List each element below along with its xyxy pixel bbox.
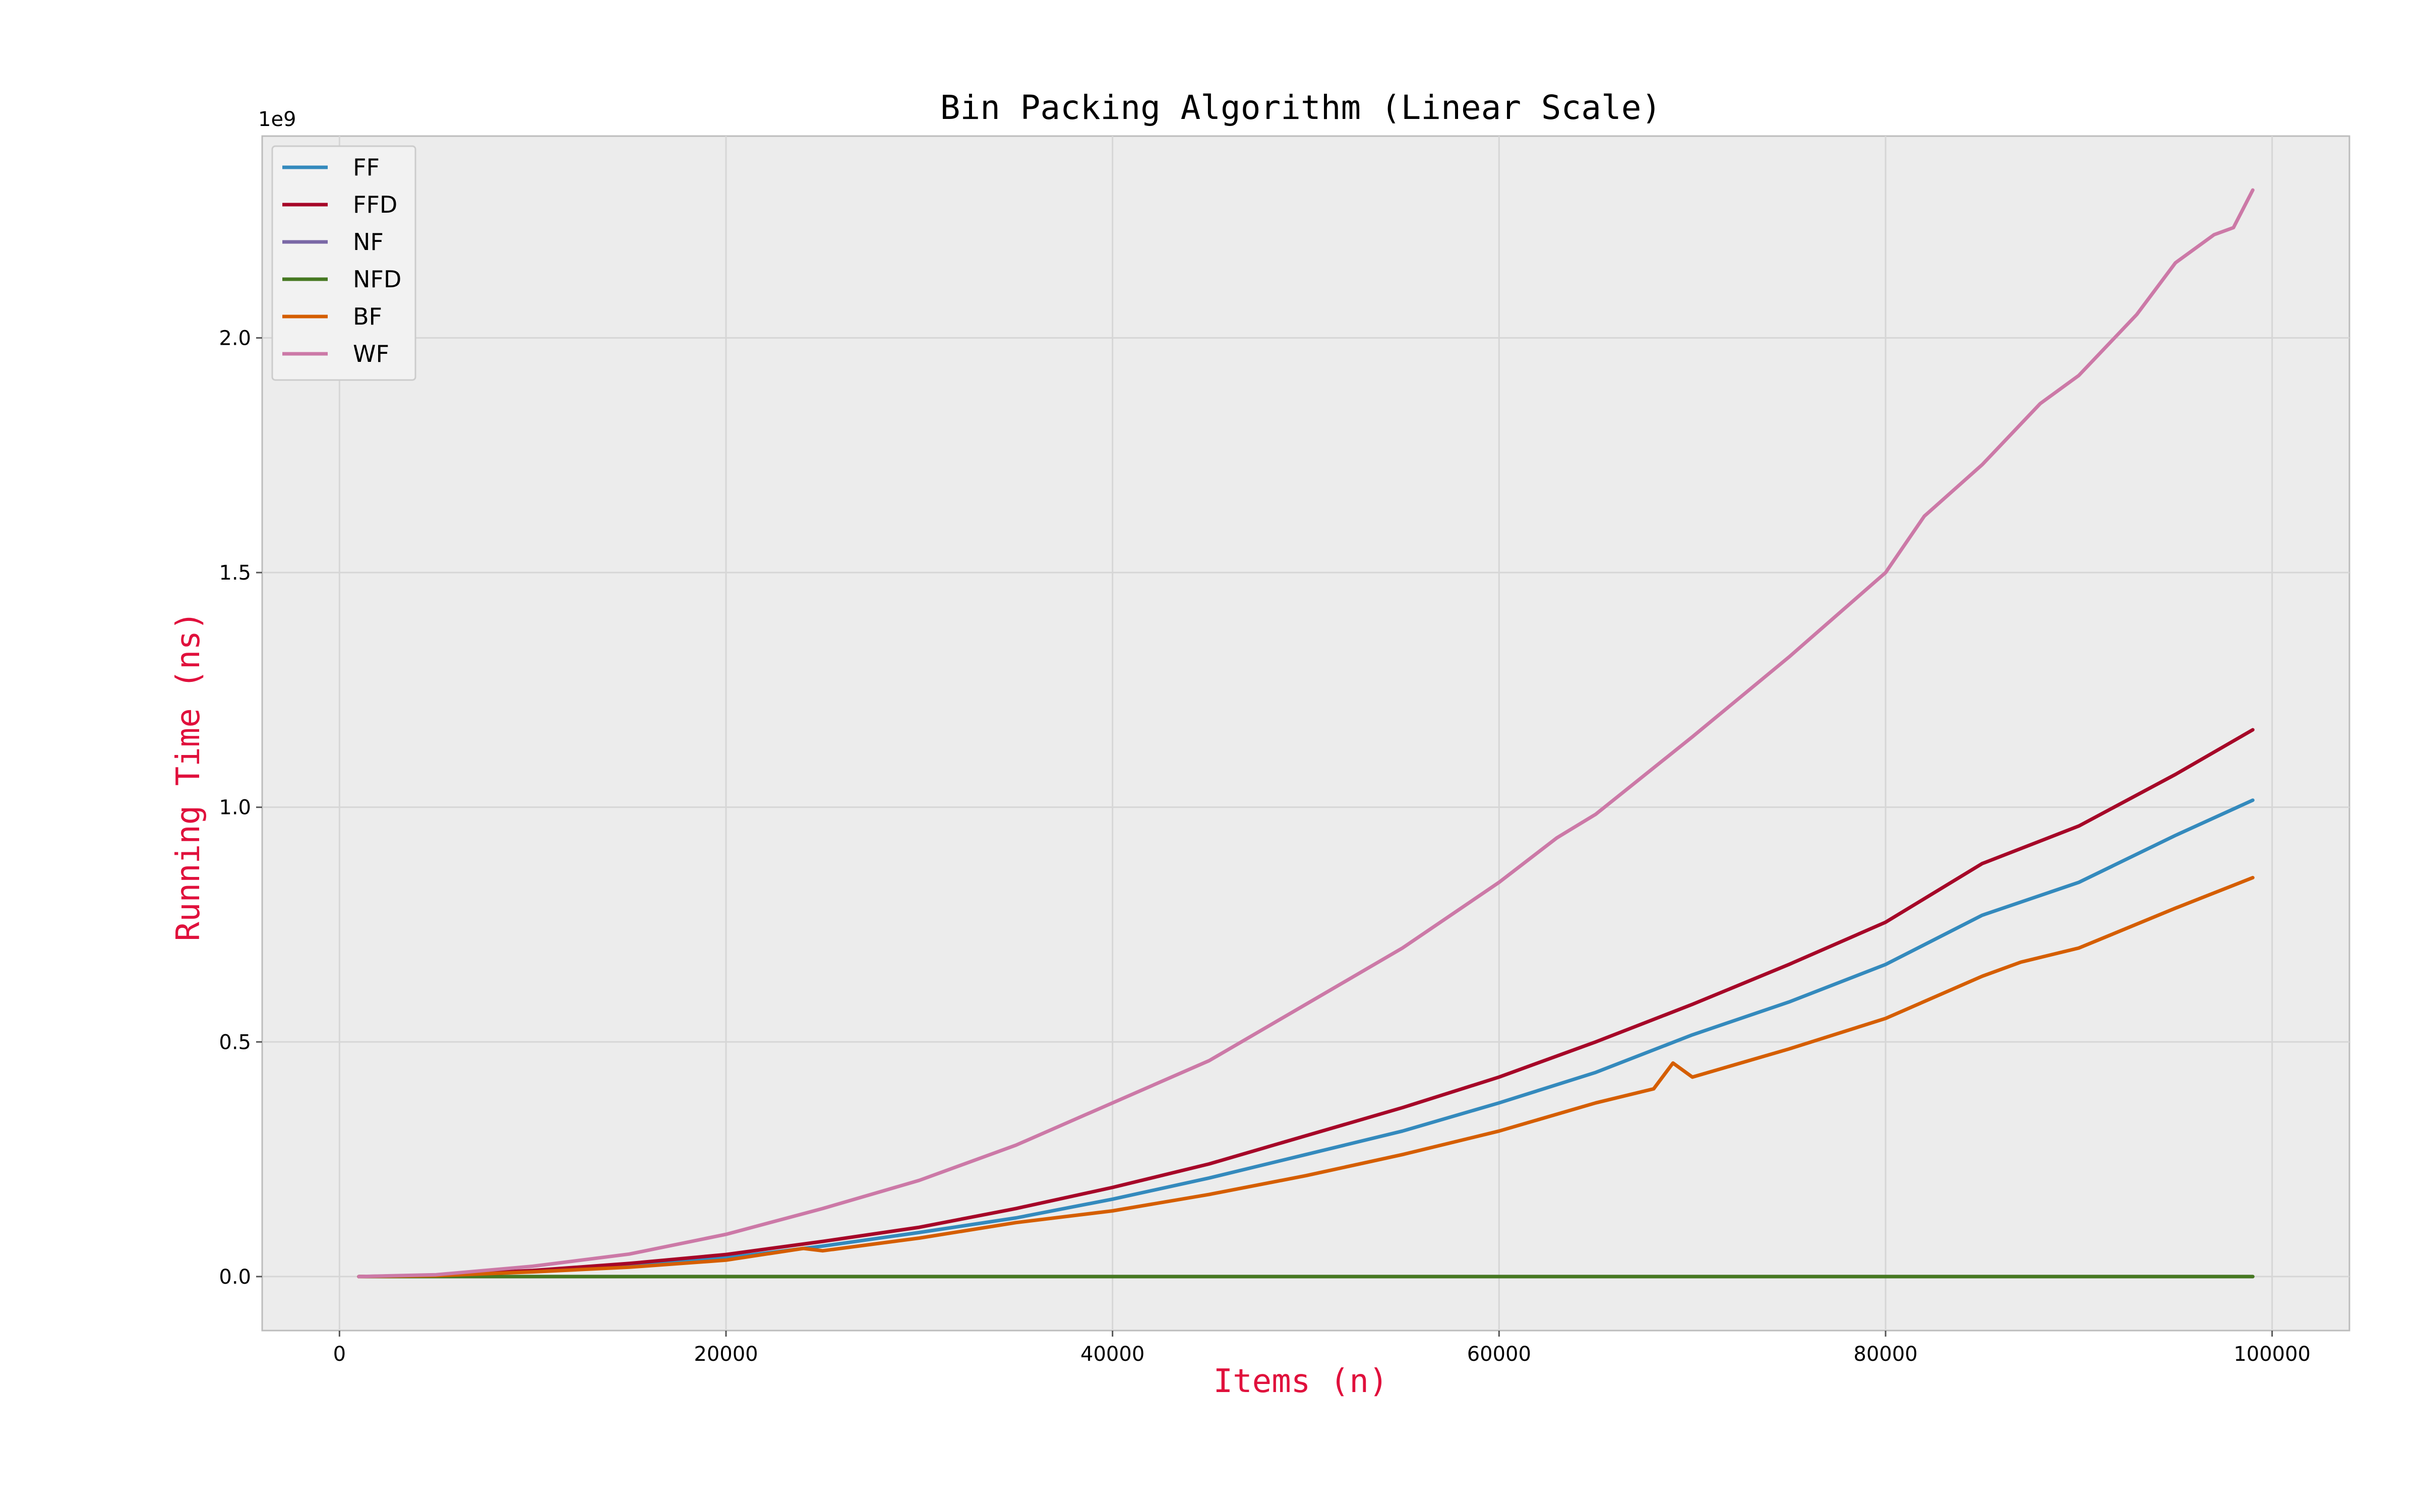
y-axis-offset-label: 1e9 <box>258 108 296 131</box>
y-tick-label: 0.5 <box>219 1031 251 1054</box>
y-axis-label: Running Time (ns) <box>170 611 207 941</box>
x-tick-label: 0 <box>333 1343 346 1366</box>
x-tick-label: 80000 <box>1853 1343 1917 1366</box>
x-tick-label: 20000 <box>694 1343 758 1366</box>
series-line-ff <box>357 798 2255 1279</box>
series-line-ffd <box>357 728 2255 1279</box>
chart-title: Bin Packing Algorithm (Linear Scale) <box>940 88 1661 127</box>
x-axis-ticks: 0 20000 40000 60000 80000 100000 <box>333 1331 2311 1366</box>
legend-label-ff: FF <box>353 154 380 181</box>
plot-area <box>261 135 2350 1332</box>
series-lines <box>357 188 2255 1279</box>
y-tick-label: 1.5 <box>219 561 251 585</box>
legend-label-nfd: NFD <box>353 266 401 293</box>
legend-label-bf: BF <box>353 303 382 330</box>
x-tick-label: 40000 <box>1080 1343 1144 1366</box>
x-tick-label: 60000 <box>1467 1343 1531 1366</box>
y-axis-ticks: 0.0 0.5 1.0 1.5 2.0 <box>219 327 262 1289</box>
series-line-bf <box>357 875 2255 1279</box>
y-tick-label: 0.0 <box>219 1266 251 1289</box>
x-axis-label: Items (n) <box>1214 1363 1388 1400</box>
legend: FF FFD NF NFD BF WF <box>271 145 416 381</box>
y-tick-label: 2.0 <box>219 327 251 350</box>
x-tick-label: 100000 <box>2233 1343 2311 1366</box>
legend-box <box>271 145 416 381</box>
legend-label-nf: NF <box>353 228 384 256</box>
y-tick-label: 1.0 <box>219 796 251 820</box>
legend-label-wf: WF <box>353 340 389 367</box>
legend-label-ffd: FFD <box>353 191 397 218</box>
series-line-wf <box>357 188 2255 1279</box>
